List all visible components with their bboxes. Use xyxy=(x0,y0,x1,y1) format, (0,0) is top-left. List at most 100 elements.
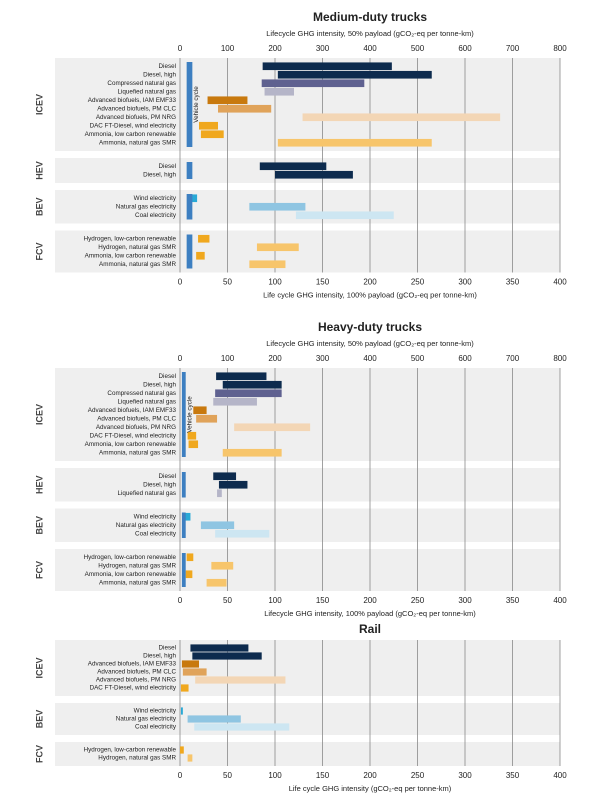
range-bar xyxy=(182,512,191,521)
category-label: Advanced biofuels, PM NRG xyxy=(96,114,176,121)
x-tick-label: 150 xyxy=(316,596,330,605)
category-label: Ammonia, low carbon renewable xyxy=(85,131,177,138)
category-label: Liquefied natural gas xyxy=(118,88,176,95)
group-background xyxy=(55,158,560,183)
range-bar xyxy=(262,62,392,71)
range-bar xyxy=(200,130,224,139)
range-bar xyxy=(207,96,248,105)
x-tick-label: 250 xyxy=(411,596,425,605)
group-label: FCV xyxy=(34,745,44,763)
category-label: Advanced biofuels, IAM EMF33 xyxy=(88,661,177,668)
x-tick-label: 100 xyxy=(268,278,282,287)
x-tick-label: 200 xyxy=(363,596,377,605)
category-label: Diesel, high xyxy=(143,381,176,388)
x-tick-label: 50 xyxy=(223,278,232,287)
x-tick-label: 50 xyxy=(223,771,232,780)
category-label: Diesel xyxy=(159,473,177,480)
top-tick-label: 0 xyxy=(178,354,183,363)
top-tick-label: 300 xyxy=(316,44,330,53)
panel-title: Medium-duty trucks xyxy=(313,10,427,24)
group-label: FCV xyxy=(34,561,44,579)
category-label: DAC FT-Diesel, wind electricity xyxy=(90,685,177,692)
group-background xyxy=(55,468,560,502)
category-label: Coal electricity xyxy=(135,724,177,731)
category-label: Compressed natural gas xyxy=(107,80,176,87)
category-label: Hydrogen, natural gas SMR xyxy=(98,562,176,569)
category-label: Wind electricity xyxy=(134,195,177,202)
x-tick-label: 300 xyxy=(458,771,472,780)
group-label: BEV xyxy=(34,710,44,729)
x-tick-label: 200 xyxy=(363,771,377,780)
range-bar xyxy=(277,138,432,147)
range-bar xyxy=(196,251,205,260)
top-tick-label: 300 xyxy=(316,354,330,363)
range-bar xyxy=(180,707,183,715)
category-label: Diesel, high xyxy=(143,653,176,660)
category-label: Advanced biofuels, PM CLC xyxy=(97,415,176,422)
group-background xyxy=(55,742,560,766)
range-bar xyxy=(196,414,218,423)
category-label: Hydrogen, low-carbon renewable xyxy=(84,747,177,754)
group-label: ICEV xyxy=(34,657,44,678)
x-tick-label: 100 xyxy=(268,771,282,780)
top-axis-label: Lifecycle GHG intensity, 50% payload (gC… xyxy=(266,29,474,38)
group-label: HEV xyxy=(34,475,44,494)
top-tick-label: 800 xyxy=(553,44,567,53)
x-axis-label: Life cycle GHG intensity, 100% payload (… xyxy=(263,290,477,299)
range-bar xyxy=(180,746,184,754)
category-label: Wind electricity xyxy=(134,708,177,715)
x-tick-label: 400 xyxy=(553,278,567,287)
range-bar xyxy=(217,489,222,498)
top-tick-label: 200 xyxy=(268,44,282,53)
category-label: Compressed natural gas xyxy=(107,390,176,397)
range-bar xyxy=(190,194,198,203)
category-label: Hydrogen, low-carbon renewable xyxy=(84,554,177,561)
category-label: Diesel, high xyxy=(143,481,176,488)
x-tick-label: 350 xyxy=(506,278,520,287)
group-background xyxy=(55,230,560,273)
range-bar xyxy=(194,723,290,731)
category-label: Wind electricity xyxy=(134,513,177,520)
category-label: Liquefied natural gas xyxy=(118,398,176,405)
range-bar xyxy=(182,668,207,676)
panel-title: Heavy-duty trucks xyxy=(318,320,422,334)
group-label: ICEV xyxy=(34,404,44,425)
category-label: Natural gas electricity xyxy=(116,203,177,210)
vehicle-cycle-label: Vehicle cycle xyxy=(193,86,200,123)
category-label: Ammonia, low carbon renewable xyxy=(85,571,177,578)
top-tick-label: 700 xyxy=(506,354,520,363)
range-bar xyxy=(222,380,282,389)
group-label: HEV xyxy=(34,161,44,180)
x-tick-label: 400 xyxy=(553,596,567,605)
top-tick-label: 500 xyxy=(411,44,425,53)
vehicle-cycle-bar xyxy=(181,472,186,498)
x-tick-label: 300 xyxy=(458,596,472,605)
vehicle-cycle-bar xyxy=(186,162,193,179)
category-label: Natural gas electricity xyxy=(116,716,177,723)
range-bar xyxy=(256,243,299,252)
range-bar xyxy=(277,70,432,79)
top-tick-label: 600 xyxy=(458,44,472,53)
vehicle-cycle-bar xyxy=(181,553,186,587)
category-label: Coal electricity xyxy=(135,212,177,219)
range-bar xyxy=(215,529,270,538)
x-axis-label: Life cycle GHG intensity (gCO₂-eq per to… xyxy=(289,784,452,793)
category-label: Advanced biofuels, PM NRG xyxy=(96,677,176,684)
range-bar xyxy=(295,211,394,220)
category-label: Diesel xyxy=(159,645,177,652)
x-tick-label: 350 xyxy=(506,771,520,780)
vehicle-cycle-bar xyxy=(181,512,186,538)
range-bar xyxy=(186,553,194,562)
range-bar xyxy=(199,121,218,130)
top-tick-label: 0 xyxy=(178,44,183,53)
range-bar xyxy=(206,578,227,587)
category-label: Hydrogen, natural gas SMR xyxy=(98,755,176,762)
top-tick-label: 400 xyxy=(363,354,377,363)
range-bar xyxy=(213,472,237,481)
x-tick-label: 50 xyxy=(223,596,232,605)
x-tick-label: 350 xyxy=(506,596,520,605)
range-bar xyxy=(275,170,353,179)
category-label: Advanced biofuels, IAM EMF33 xyxy=(88,407,177,414)
range-bar xyxy=(215,389,282,398)
range-bar xyxy=(261,79,365,88)
